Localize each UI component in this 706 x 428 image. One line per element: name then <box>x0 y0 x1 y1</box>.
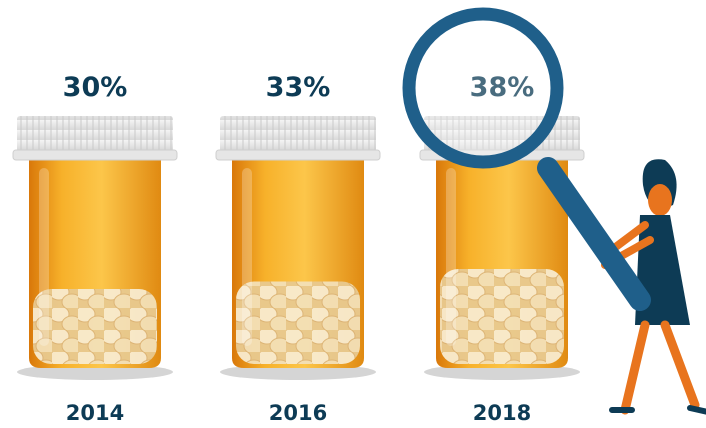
bottle-cap <box>220 116 376 152</box>
value-label: 33% <box>266 72 331 103</box>
category-label: 2014 <box>66 401 124 425</box>
bottle-cap <box>17 116 173 152</box>
pill-fill <box>440 269 564 364</box>
pill-fill <box>33 289 157 364</box>
bottle-shine <box>39 168 49 346</box>
value-label: 30% <box>63 72 128 103</box>
bottle-shine <box>446 168 456 346</box>
value-label: 38% <box>470 72 535 103</box>
pill-fill <box>236 281 360 364</box>
bottle-shine <box>242 168 252 346</box>
magnifying-glass <box>402 7 651 311</box>
cap-rim <box>12 149 178 161</box>
category-label: 2018 <box>473 401 531 425</box>
cap-rim <box>215 149 381 161</box>
category-label: 2016 <box>269 401 327 425</box>
